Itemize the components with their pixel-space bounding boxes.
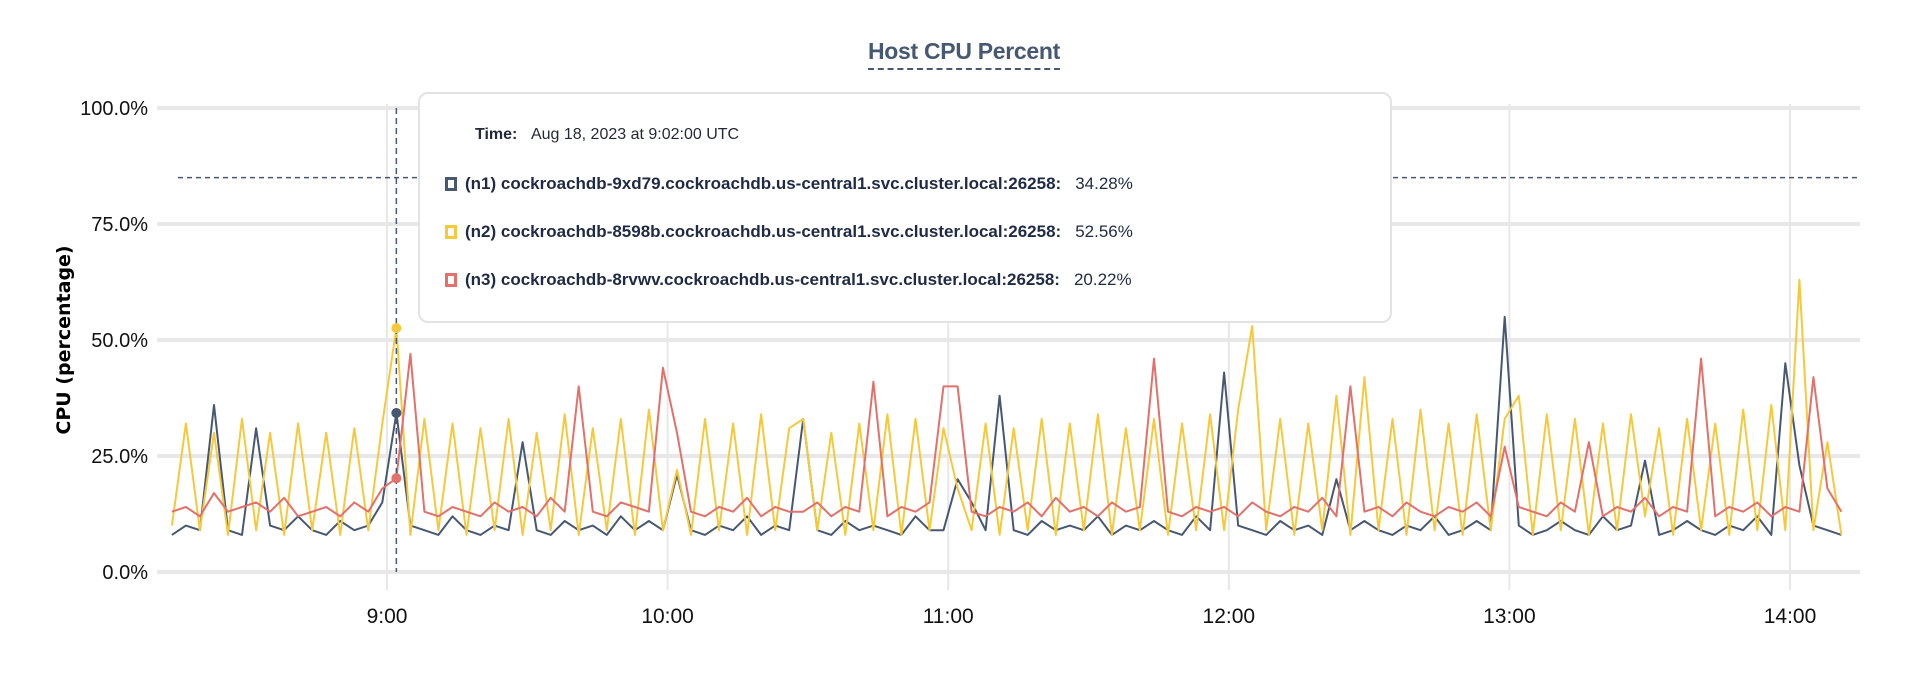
tooltip-series-value: 52.56% (1075, 222, 1133, 241)
x-tick-label: 10:00 (641, 605, 694, 628)
y-tick-label: 25.0% (91, 446, 148, 468)
x-axis-ticks: 9:00 10:00 11:00 12:00 13:00 14:00 (367, 605, 1817, 628)
tooltip-row-n3: (n3) cockroachdb-8rvwv.cockroachdb.us-ce… (445, 270, 1132, 290)
series-lines (170, 278, 1843, 536)
y-axis-label: CPU (percentage) (53, 245, 75, 434)
x-tick-label: 13:00 (1483, 605, 1536, 628)
tooltip-series-value: 34.28% (1075, 174, 1133, 193)
tooltip-row-n1: (n1) cockroachdb-9xd79.cockroachdb.us-ce… (445, 174, 1133, 194)
y-tick-label: 75.0% (91, 214, 148, 236)
tooltip-time-value: Aug 18, 2023 at 9:02:00 UTC (530, 126, 740, 143)
series-swatch-n2 (445, 225, 457, 239)
tooltip-series-name: (n2) cockroachdb-8598b.cockroachdb.us-ce… (465, 222, 1062, 241)
hover-point-n2 (391, 323, 402, 334)
y-tick-label: 0.0% (102, 562, 148, 584)
tooltip-series-name: (n1) cockroachdb-9xd79.cockroachdb.us-ce… (465, 174, 1062, 193)
series-line-n2 (170, 278, 1843, 536)
tooltip-row-n2: (n2) cockroachdb-8598b.cockroachdb.us-ce… (445, 222, 1133, 242)
series-swatch-n1 (445, 177, 457, 191)
hover-tooltip: Time: Aug 18, 2023 at 9:02:00 UTC (n1) c… (418, 92, 1392, 323)
y-tick-label: 100.0% (80, 98, 148, 120)
hover-point-n3 (391, 473, 402, 484)
tooltip-time: Time: Aug 18, 2023 at 9:02:00 UTC (475, 126, 739, 144)
hover-point-n1 (391, 407, 402, 418)
x-tick-label: 12:00 (1203, 605, 1256, 628)
chart-title[interactable]: Host CPU Percent (867, 38, 1060, 70)
tooltip-time-label: Time: (475, 126, 518, 143)
x-tick-label: 11:00 (923, 605, 974, 628)
y-axis-ticks: 0.0% 25.0% 50.0% 75.0% 100.0% (80, 98, 148, 584)
x-tick-label: 14:00 (1764, 605, 1817, 628)
series-swatch-n3 (445, 273, 457, 287)
series-line-n3 (171, 352, 1843, 518)
tooltip-series-value: 20.22% (1073, 270, 1132, 289)
chart-title-wrap: Host CPU Percent (0, 38, 1928, 70)
tooltip-series-name: (n3) cockroachdb-8rvwv.cockroachdb.us-ce… (465, 270, 1060, 289)
y-tick-label: 50.0% (91, 330, 148, 352)
series-line-n1 (171, 315, 1842, 536)
x-tick-label: 9:00 (367, 605, 408, 628)
